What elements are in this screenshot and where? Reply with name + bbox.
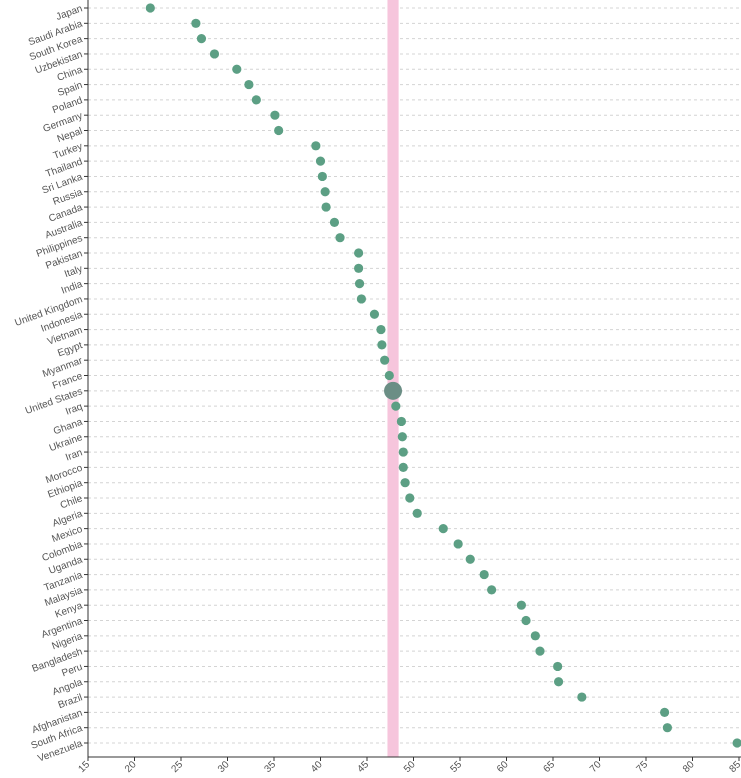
data-point [270, 110, 280, 120]
data-point [354, 248, 364, 258]
data-point [397, 432, 407, 442]
data-point [320, 187, 330, 197]
data-point [244, 79, 254, 90]
x-tick-label: 25 [169, 759, 185, 775]
x-tick-label: 65 [541, 759, 557, 775]
data-point [196, 34, 207, 44]
data-point [329, 217, 340, 227]
data-point [145, 3, 155, 13]
data-point [354, 279, 365, 289]
x-tick-label: 15 [76, 759, 92, 775]
x-tick-label: 60 [495, 759, 511, 775]
highlight-band [387, 0, 399, 757]
data-point [356, 294, 367, 304]
x-tick-label: 80 [681, 759, 697, 775]
data-point [465, 554, 475, 564]
x-axis: 15 20 25 30 35 40 45 50 55 60 65 70 75 80 85 [76, 756, 741, 775]
data-point [521, 615, 531, 626]
data-points [145, 3, 741, 748]
data-point [660, 707, 670, 717]
data-point [209, 49, 220, 59]
data-point [232, 64, 242, 74]
data-point [251, 95, 261, 105]
grid-lines [88, 7, 739, 744]
x-tick-label: 75 [634, 759, 650, 775]
data-point [391, 401, 401, 411]
data-point [317, 171, 327, 182]
data-point [335, 233, 345, 243]
y-tick-label: Iran [64, 447, 84, 463]
data-point [191, 18, 201, 28]
y-tick-label: Iraq [64, 401, 84, 417]
x-tick-label: 85 [727, 759, 741, 775]
data-point [662, 723, 672, 733]
data-point [530, 631, 540, 641]
data-point [535, 646, 545, 656]
data-point [380, 355, 390, 365]
x-tick-label: 35 [262, 759, 278, 775]
data-point [311, 141, 321, 151]
data-point [732, 738, 741, 748]
data-point [553, 661, 563, 672]
y-tick-label: Peru [60, 662, 84, 680]
data-point [377, 340, 387, 350]
data-point [405, 493, 415, 503]
data-point [376, 324, 386, 335]
data-point [412, 508, 422, 518]
data-point [487, 585, 497, 595]
data-point [438, 524, 448, 534]
data-point [384, 370, 394, 381]
y-tick-label: Italy [63, 264, 84, 281]
data-point [321, 202, 331, 212]
x-tick-label: 45 [355, 759, 371, 775]
data-point [400, 478, 410, 488]
x-tick-label: 20 [123, 759, 139, 775]
x-tick-label: 55 [448, 759, 464, 775]
highlighted-data-point [384, 381, 403, 400]
data-point [516, 600, 526, 610]
data-point [453, 539, 463, 549]
y-tick-label: India [60, 279, 85, 297]
data-point [398, 447, 408, 457]
data-point [479, 569, 489, 580]
data-point [398, 462, 408, 472]
data-point [315, 156, 326, 166]
data-point [274, 125, 284, 136]
x-tick-label: 40 [309, 759, 325, 775]
x-tick-label: 30 [216, 759, 232, 775]
data-point [354, 263, 364, 273]
data-point [369, 309, 380, 319]
x-tick-label: 50 [402, 759, 418, 775]
data-point [396, 416, 407, 427]
x-tick-label: 70 [588, 759, 604, 775]
data-point [553, 677, 564, 687]
data-point [577, 692, 587, 702]
